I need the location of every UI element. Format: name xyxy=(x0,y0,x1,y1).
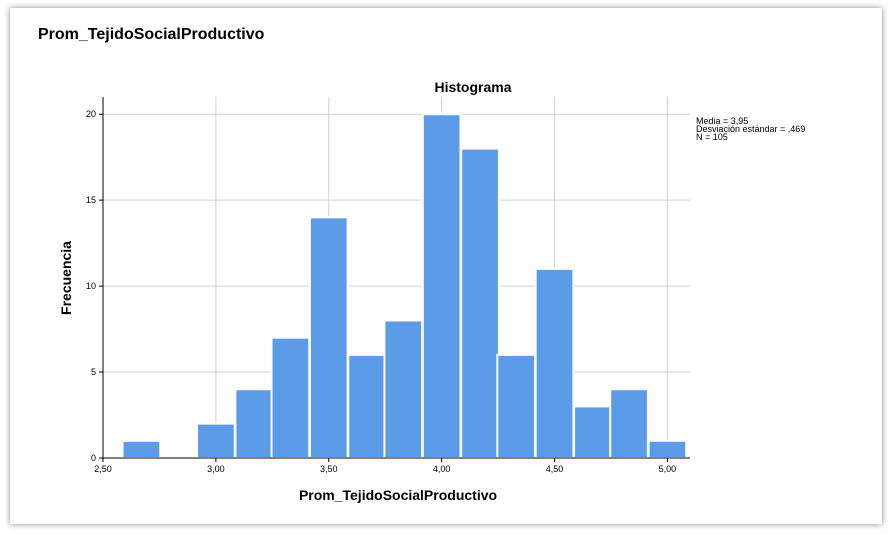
histogram-bar xyxy=(270,336,311,459)
histogram-bar xyxy=(534,267,575,459)
y-axis-label: Frecuencia xyxy=(58,241,74,315)
x-tick-label: 3,00 xyxy=(207,464,225,474)
stat-mean: Media = 3,95 xyxy=(696,116,749,126)
x-tick-label: 3,50 xyxy=(320,464,338,474)
x-tick-label: 5,00 xyxy=(659,464,677,474)
y-tick-label: 0 xyxy=(91,453,96,463)
histogram-bar xyxy=(383,319,424,459)
axes: 0 5 10 15 20 2,50 3,00 3,50 4,00 4,50 5,00 xyxy=(86,97,690,474)
stat-sd: Desviación estándar = ,469 xyxy=(696,124,806,134)
histogram-bar xyxy=(573,405,613,459)
x-tick-label: 4,00 xyxy=(433,464,451,474)
x-tick-label: 4,50 xyxy=(546,464,564,474)
chart-title: Histograma xyxy=(434,79,511,95)
statistics-box: Media = 3,95 Desviación estándar = ,469 … xyxy=(696,116,806,142)
variable-title: Prom_TejidoSocialProductivo xyxy=(38,26,265,43)
histogram-bar xyxy=(196,422,236,459)
y-tick-label: 5 xyxy=(91,367,96,377)
histogram-bar xyxy=(460,147,500,459)
histogram-bar xyxy=(308,216,349,459)
histogram-bar xyxy=(647,439,688,459)
stat-n: N = 105 xyxy=(696,132,728,142)
x-axis-label: Prom_TejidoSocialProductivo xyxy=(299,487,497,503)
y-tick-label: 15 xyxy=(86,195,96,205)
histogram-bar xyxy=(421,113,462,459)
histogram-bar xyxy=(496,353,537,460)
x-tick-label: 2,50 xyxy=(94,464,112,474)
histogram-bar xyxy=(234,388,275,459)
histogram-bar xyxy=(121,439,162,459)
bars xyxy=(121,113,688,460)
histogram-bar xyxy=(347,353,388,460)
histogram-bar xyxy=(609,388,649,459)
y-tick-label: 20 xyxy=(86,109,96,119)
y-tick-label: 10 xyxy=(86,281,96,291)
